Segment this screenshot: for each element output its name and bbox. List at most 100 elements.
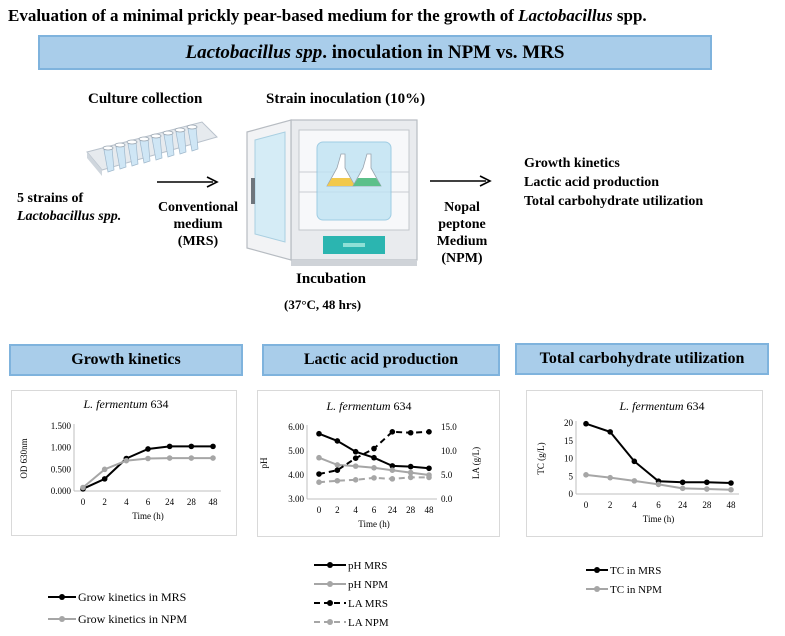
x-tick-label: 28	[406, 505, 416, 515]
conventional-line2: medium	[173, 217, 223, 232]
arrow-to-outcomes	[430, 175, 492, 187]
y-tick-label: 5.00	[288, 446, 304, 456]
y-tick-label: 6.00	[288, 422, 304, 432]
legend-marker	[327, 581, 333, 587]
chart-title-italic: L. fermentum	[326, 399, 391, 413]
incubation-conditions: (37°C, 48 hrs)	[284, 297, 362, 312]
data-point	[583, 472, 589, 478]
title-suffix: spp.	[612, 6, 647, 25]
chart-lactic-box	[257, 390, 500, 537]
y-axis-label: pH	[259, 457, 269, 469]
data-point	[352, 455, 359, 461]
data-point	[371, 465, 377, 471]
data-point	[728, 486, 734, 493]
legend-label: TC in NPM	[610, 584, 662, 596]
legend-label: TC in MRS	[610, 565, 661, 577]
data-point	[334, 462, 341, 468]
conventional-line3: (MRS)	[177, 234, 219, 249]
page-title: Evaluation of a minimal prickly pear-bas…	[8, 6, 647, 26]
data-point	[631, 458, 638, 465]
data-point	[316, 479, 322, 485]
x-tick-label: 48	[727, 500, 737, 510]
data-point	[704, 479, 710, 486]
data-point	[389, 467, 396, 473]
x-tick-label: 48	[209, 497, 219, 507]
conventional-medium-label: Conventional medium (MRS)	[152, 199, 244, 250]
legend-marker	[594, 567, 600, 573]
data-point	[426, 474, 432, 481]
legend-marker	[59, 616, 65, 622]
growth-legend: Grow kinetics in MRS Grow kinetics in NPM	[48, 590, 187, 626]
data-point	[210, 443, 216, 450]
chart-title: L. fermentum 634	[326, 399, 412, 413]
data-point	[426, 429, 432, 435]
x-tick-label: 2	[102, 497, 107, 507]
y2-tick-label: 10.0	[441, 446, 457, 456]
y-axis-label: TC (g/L)	[536, 442, 546, 474]
y-tick-label: 1.500	[51, 421, 72, 431]
data-point	[352, 477, 359, 483]
x-axis-label: Time (h)	[643, 514, 674, 524]
nopal-medium-label: Nopal peptone Medium (NPM)	[430, 199, 494, 267]
data-point	[583, 420, 589, 427]
data-point	[210, 455, 216, 461]
legend-label: pH NPM	[348, 579, 388, 591]
banner-text: . inoculation in NPM vs. MRS	[322, 41, 565, 63]
outcome-growth: Growth kinetics	[524, 156, 620, 171]
x-tick-label: 2	[608, 500, 613, 510]
x-tick-label: 4	[353, 505, 358, 515]
data-point	[389, 463, 396, 469]
data-point	[371, 454, 377, 461]
data-point	[188, 443, 195, 450]
data-point	[188, 455, 195, 461]
data-point	[80, 484, 86, 491]
chart-carb-box	[526, 390, 763, 537]
data-point	[407, 469, 414, 476]
x-axis-label: Time (h)	[358, 519, 389, 529]
y2-axis-label: LA (g/L)	[471, 447, 481, 479]
legend-marker	[327, 619, 333, 625]
y2-tick-label: 0.0	[441, 494, 453, 504]
y-tick-label: 10	[564, 454, 574, 464]
arrow-to-incubator	[157, 176, 219, 188]
data-point	[123, 457, 130, 464]
chart-title-number: 634	[391, 399, 412, 413]
chart-growth-box	[11, 390, 237, 536]
data-point	[334, 467, 341, 473]
data-point	[679, 485, 686, 492]
y-tick-label: 3.00	[288, 494, 304, 504]
nopal-line1: Nopal	[444, 200, 480, 215]
x-tick-label: 24	[165, 497, 175, 507]
strain-inoculation-label: Strain inoculation (10%)	[266, 91, 426, 107]
y-tick-label: 4.00	[288, 470, 304, 480]
data-point	[655, 481, 662, 488]
data-point	[145, 455, 151, 462]
y2-tick-label: 15.0	[441, 422, 457, 432]
strains-line2: Lactobacillus spp.	[17, 209, 122, 224]
data-point	[631, 478, 638, 484]
x-tick-label: 24	[388, 505, 398, 515]
legend-label: LA MRS	[348, 598, 388, 610]
x-tick-label: 0	[317, 505, 322, 515]
legend-label: Grow kinetics in MRS	[78, 590, 186, 604]
y2-tick-label: 5.0	[441, 470, 453, 480]
legend-label: pH MRS	[348, 560, 387, 572]
title-text: Evaluation of a minimal prickly pear-bas…	[8, 6, 519, 25]
y-tick-label: 0	[569, 489, 574, 499]
x-tick-label: 4	[124, 497, 129, 507]
legend-marker	[327, 600, 333, 606]
data-point	[407, 429, 414, 436]
x-tick-label: 0	[584, 500, 589, 510]
lactic-legend: pH MRS pH NPM LA MRS LA NPM	[314, 560, 389, 629]
outcome-carb: Total carbohydrate utilization	[524, 194, 704, 209]
y-tick-label: 15	[564, 436, 574, 446]
data-point	[371, 445, 377, 452]
y-tick-label: 20	[564, 418, 574, 428]
series-line	[82, 457, 213, 489]
x-tick-label: 48	[425, 505, 435, 515]
banner-italic: Lactobacillus spp	[185, 41, 323, 63]
data-point	[352, 463, 359, 469]
data-point	[145, 446, 151, 452]
